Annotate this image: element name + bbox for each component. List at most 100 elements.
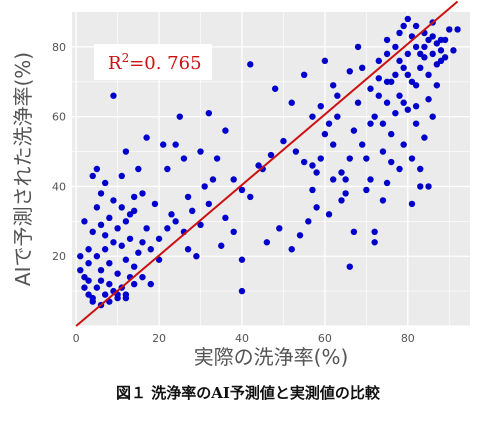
data-point [383,99,391,106]
data-point [325,211,333,218]
data-point [238,287,246,295]
data-point [139,239,146,246]
data-point [288,99,295,106]
r-squared-annotation: R2=0. 765 [108,51,202,74]
data-point [147,280,154,288]
x-axis-label: 実際の洗浄率(%) [194,345,349,369]
data-point [197,148,204,155]
data-point [375,75,382,82]
data-point [350,228,358,235]
data-point [388,158,395,166]
r-squared-value: =0. 765 [129,53,201,74]
data-point [321,57,329,65]
y-tick-labels: 20 40 60 80 [52,41,66,263]
data-point [338,169,345,176]
data-point [433,61,441,68]
data-point [93,165,101,173]
data-point [429,33,436,40]
data-point [164,165,171,173]
data-point [122,148,130,155]
data-point [350,127,358,134]
data-point [421,54,428,61]
data-point [93,204,101,211]
data-point [184,193,192,201]
data-point [288,246,295,253]
data-point [400,22,407,30]
data-point [218,242,225,249]
x-tick-label: 0 [73,332,80,345]
data-point [425,71,432,79]
data-point [346,263,353,270]
data-point [130,263,138,270]
data-point [247,193,254,201]
data-point [354,43,362,51]
data-point [417,183,424,190]
data-point [379,148,387,155]
data-point [184,246,192,253]
data-point [85,277,92,284]
data-point [363,186,370,194]
data-point [425,183,432,190]
data-point [143,225,150,232]
data-point [118,204,125,211]
data-point [309,113,316,120]
data-point [135,249,142,256]
data-point [97,190,105,197]
data-point [77,253,84,260]
data-point [168,211,175,218]
data-point [371,113,378,120]
data-point [97,221,105,229]
data-point [396,165,403,173]
data-point [143,134,150,141]
data-point [329,82,337,89]
x-tick-label: 80 [401,332,415,345]
data-point [147,246,154,253]
data-point [433,82,441,89]
data-point [85,246,92,253]
data-point [421,43,428,51]
data-point [130,193,138,201]
data-point [437,47,445,54]
data-point [396,29,403,37]
data-point [412,22,420,30]
fit-line [75,0,459,327]
data-point [230,228,237,235]
data-point [412,43,420,51]
data-point [130,280,138,288]
data-point [417,165,424,173]
data-point [408,155,416,162]
data-point [155,235,163,242]
x-tick-label: 40 [235,332,249,345]
data-point [392,43,399,51]
y-tick-label: 40 [52,180,66,193]
data-point [189,207,196,215]
data-point [367,120,374,127]
data-point [255,162,262,169]
data-point [118,172,125,180]
data-point [396,92,403,99]
data-point [404,15,412,23]
data-point [106,260,113,267]
data-point [139,190,146,197]
data-point [404,106,412,113]
data-point [271,85,279,92]
data-point [97,277,105,284]
r-squared-label: R [108,53,122,74]
data-point [392,71,399,79]
data-point [89,294,96,302]
x-tick-labels: 0 20 40 60 80 [73,332,415,345]
data-point [383,78,391,85]
data-point [454,26,461,33]
data-point [338,197,345,204]
data-point [93,253,101,260]
data-point [396,57,403,65]
data-point [222,127,229,134]
data-point [126,211,134,218]
data-point [329,141,337,148]
x-tick-label: 20 [152,332,166,345]
data-point [280,137,287,145]
data-point [441,36,449,44]
data-point [317,155,324,162]
r-squared-box [94,44,212,80]
y-tick-label: 60 [52,111,66,124]
